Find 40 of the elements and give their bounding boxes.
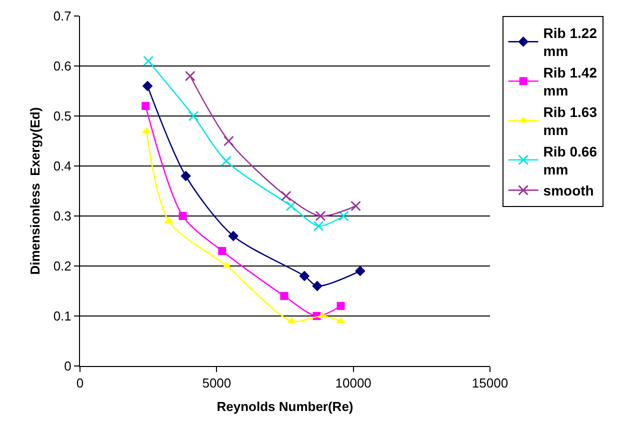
point [354,266,366,276]
x-tick-label: 0 [76,376,84,391]
legend-label: Rib 1.63 mm [543,104,598,138]
y-tick-label: 0.1 [53,308,72,324]
y-tick-label: 0.6 [53,58,72,74]
point [312,280,322,292]
point [313,220,324,232]
point [178,212,187,220]
y-tick-label: 0.7 [53,8,72,24]
y-tick-label: 0 [64,358,72,374]
point [142,80,153,92]
point [350,200,362,212]
point [228,230,239,242]
point [220,156,232,166]
point [188,110,199,122]
point [218,247,226,255]
x-tick-label: 5000 [202,376,232,391]
y-tick-label: 0.4 [53,158,72,174]
legend-label: Rib 1.22 mm [543,25,598,60]
point [280,190,292,202]
point [280,292,288,300]
legend-label: smooth [543,182,594,199]
y-axis-title: Dimensionless Exergy(Ed) [27,107,42,275]
point [223,136,234,146]
point [299,270,310,282]
point [336,302,345,310]
point [338,210,349,222]
point [142,102,150,110]
x-tick-label: 15000 [472,376,508,391]
x-axis-title: Reynolds Number(Re) [216,399,354,414]
y-tick-label: 0.2 [53,258,72,274]
point [143,56,154,66]
point [180,170,191,182]
y-tick-label: 0.3 [53,208,72,224]
point [315,210,326,222]
point [286,200,296,212]
y-tick-label: 0.5 [53,108,72,124]
point [184,70,196,82]
legend-label: Rib 1.42 mm [543,64,598,99]
x-tick-label: 10000 [335,376,372,391]
